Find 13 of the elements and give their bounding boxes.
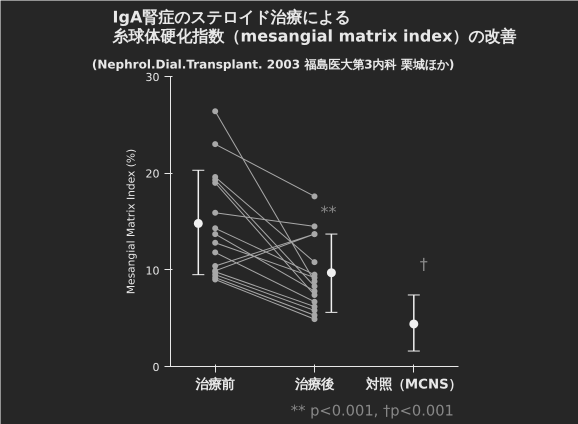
y-tick-label: 30 xyxy=(146,71,160,84)
y-tick-label: 20 xyxy=(146,168,160,181)
y-axis-title: Mesangial Matrix Index (%) xyxy=(124,148,138,294)
annotation: † xyxy=(420,254,428,274)
text: ** p<0.001, †p<0.001 xyxy=(290,402,454,420)
chart-subtitle: (Nephrol.Dial.Transplant. 2003 福島医大第3内科 栗城ほか) xyxy=(92,58,454,72)
x-tick-label: 治療後 xyxy=(294,376,334,392)
chart-title: IgA腎症のステロイド治療による糸球体硬化指数（mesangial matrix index）の改善 xyxy=(112,8,516,46)
y-tick-label: 0 xyxy=(152,361,160,374)
annotation: ** xyxy=(320,202,336,222)
y-tick-label: 10 xyxy=(146,264,160,278)
x-tick-label: 治療前 xyxy=(194,376,235,392)
x-tick-label: 対照（MCNS） xyxy=(364,376,462,392)
